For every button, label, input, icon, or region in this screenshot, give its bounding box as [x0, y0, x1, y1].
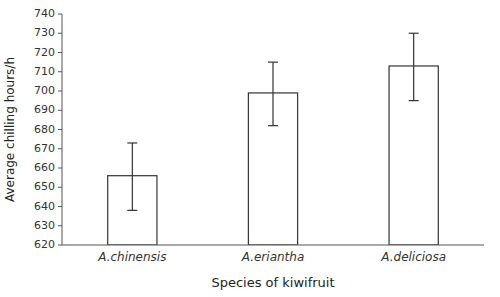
y-tick-label: 730	[34, 26, 55, 39]
y-tick-label: 690	[34, 103, 55, 116]
y-tick-label: 740	[34, 7, 55, 20]
y-tick	[58, 129, 62, 130]
x-tick-label: A.eriantha	[241, 250, 305, 264]
x-tick-label: A.deliciosa	[380, 250, 446, 264]
y-tick	[58, 245, 62, 246]
error-cap	[127, 210, 137, 211]
error-cap	[268, 62, 278, 63]
x-axis-line	[62, 245, 484, 246]
y-axis-line	[62, 14, 63, 245]
y-tick	[58, 168, 62, 169]
error-bar	[127, 143, 137, 210]
y-tick	[58, 148, 62, 149]
plot-area	[108, 33, 439, 245]
x-axis-label: Species of kiwifruit	[211, 275, 334, 290]
error-cap	[127, 142, 137, 143]
y-tick	[58, 206, 62, 207]
y-tick-label: 720	[34, 46, 55, 59]
y-tick	[58, 52, 62, 53]
y-tick-label: 620	[34, 238, 55, 251]
y-tick	[58, 110, 62, 111]
y-tick-label: 670	[34, 142, 55, 155]
y-tick	[58, 14, 62, 15]
y-tick	[58, 187, 62, 188]
y-tick	[58, 71, 62, 72]
error-cap	[409, 100, 419, 101]
error-bar	[409, 33, 419, 100]
y-tick-label: 660	[34, 161, 55, 174]
error-stem	[272, 62, 273, 126]
y-tick	[58, 225, 62, 226]
y-tick-label: 640	[34, 200, 55, 213]
y-tick-label: 650	[34, 180, 55, 193]
chart-container: 620 630 640 650 660 670 680 690 700 710 720 730 740 A…	[0, 0, 500, 297]
error-stem	[413, 33, 414, 100]
y-tick-label: 680	[34, 123, 55, 136]
y-tick-label: 700	[34, 84, 55, 97]
y-axis: 620 630 640 650 660 670 680 690 700 710 720 730 740	[34, 7, 62, 251]
y-tick-label: 710	[34, 65, 55, 78]
error-cap	[268, 125, 278, 126]
y-tick	[58, 91, 62, 92]
y-axis-label: Average chilling hours/h	[3, 57, 17, 202]
x-tick-label: A.chinensis	[97, 250, 166, 264]
x-axis: A.chinensis A.eriantha A.deliciosa	[97, 250, 446, 264]
y-tick	[58, 33, 62, 34]
error-stem	[132, 143, 133, 210]
error-cap	[409, 33, 419, 34]
y-tick-label: 630	[34, 219, 55, 232]
error-bar	[268, 62, 278, 126]
chart: 620 630 640 650 660 670 680 690 700 710 720 730 740 A…	[0, 0, 500, 297]
